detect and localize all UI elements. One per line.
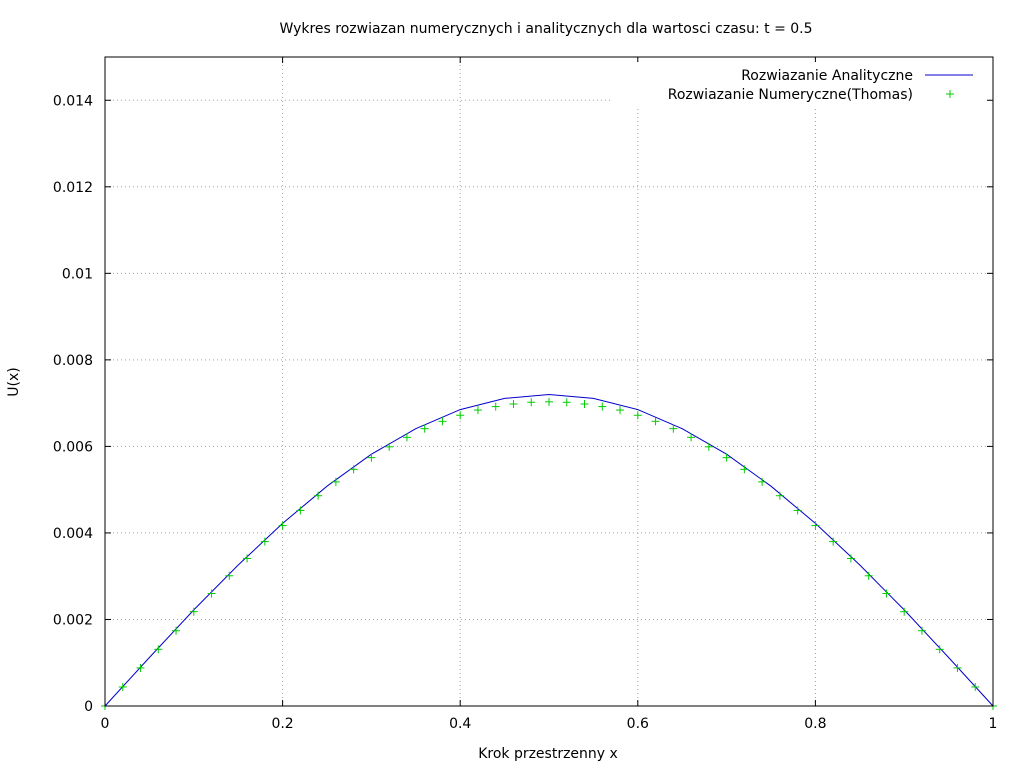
series-layer xyxy=(101,393,997,710)
data-point-numeric xyxy=(917,626,926,635)
grid-layer xyxy=(105,57,993,706)
y-tick-label: 0.008 xyxy=(53,353,93,369)
data-point-numeric xyxy=(456,411,465,420)
data-point-numeric xyxy=(758,477,767,486)
data-point-numeric xyxy=(296,506,305,515)
data-point-numeric xyxy=(118,682,127,691)
data-point-numeric xyxy=(491,402,500,411)
data-point-numeric xyxy=(633,411,642,420)
data-point-numeric xyxy=(527,398,536,407)
data-point-numeric xyxy=(651,417,660,426)
data-point-numeric xyxy=(314,491,323,500)
data-point-numeric xyxy=(189,607,198,616)
data-point-numeric xyxy=(385,442,394,451)
data-point-numeric xyxy=(562,398,571,407)
data-point-numeric xyxy=(243,554,252,563)
x-tick-label: 0.2 xyxy=(271,716,293,732)
data-point-numeric xyxy=(971,682,980,691)
x-axis-label: Krok przestrzenny x xyxy=(478,746,618,762)
data-point-numeric xyxy=(402,433,411,442)
data-point-numeric xyxy=(953,663,962,672)
data-point-numeric xyxy=(616,406,625,415)
y-axis-label: U(x) xyxy=(6,367,22,396)
data-point-numeric xyxy=(136,663,145,672)
data-point-numeric xyxy=(172,626,181,635)
y-tick-label: 0.014 xyxy=(53,93,93,109)
data-point-numeric xyxy=(935,645,944,654)
y-tick-label: 0.012 xyxy=(53,180,93,196)
data-point-numeric xyxy=(669,424,678,433)
data-point-numeric xyxy=(545,397,553,406)
x-tick-label: 0 xyxy=(101,716,110,732)
data-point-numeric xyxy=(260,537,269,546)
series-line-analytic xyxy=(104,393,994,707)
data-point-numeric xyxy=(349,465,358,474)
x-tick-label: 0.4 xyxy=(449,716,471,732)
data-point-numeric xyxy=(811,521,820,530)
data-point-numeric xyxy=(722,453,731,462)
legend-marker-numeric xyxy=(946,90,954,98)
legend: Rozwiazanie Analityczne Rozwiazanie Nume… xyxy=(612,62,987,106)
data-point-numeric xyxy=(367,453,376,462)
data-point-numeric xyxy=(793,506,802,515)
data-point-numeric xyxy=(687,433,696,442)
legend-label-numeric: Rozwiazanie Numeryczne(Thomas) xyxy=(668,87,913,103)
data-point-numeric xyxy=(331,477,340,486)
data-point-numeric xyxy=(900,607,909,616)
data-point-numeric xyxy=(438,417,447,426)
x-tick-label: 0.6 xyxy=(627,716,649,732)
data-point-numeric xyxy=(509,399,518,408)
data-point-numeric xyxy=(846,554,855,563)
chart-title: Wykres rozwiazan numerycznych i analityc… xyxy=(279,21,812,37)
x-tick-label: 0.8 xyxy=(804,716,826,732)
data-point-numeric xyxy=(829,537,838,546)
legend-background xyxy=(612,62,987,106)
legend-label-analytic: Rozwiazanie Analityczne xyxy=(741,68,913,84)
plot-frame xyxy=(104,56,994,707)
data-point-numeric xyxy=(420,424,429,433)
data-point-numeric xyxy=(580,399,589,408)
data-point-numeric xyxy=(775,491,784,500)
data-point-numeric xyxy=(225,571,234,580)
data-point-numeric xyxy=(154,645,163,654)
data-point-numeric xyxy=(740,465,749,474)
y-tick-label: 0.002 xyxy=(53,612,93,628)
y-tick-label: 0.006 xyxy=(53,439,93,455)
x-tick-label: 1 xyxy=(989,716,998,732)
data-point-numeric xyxy=(704,442,713,451)
data-point-numeric xyxy=(473,406,482,415)
data-point-numeric xyxy=(598,402,607,411)
data-point-numeric xyxy=(882,589,891,598)
data-point-numeric xyxy=(207,589,216,598)
ticks-layer: 0 0.2 0.4 0.6 0.8 1 0 0.002 0.004 0.006 0.008 0.01 0… xyxy=(53,57,998,732)
y-tick-label: 0 xyxy=(84,699,93,715)
data-point-numeric xyxy=(278,521,287,530)
y-tick-label: 0.004 xyxy=(53,526,93,542)
data-point-numeric xyxy=(864,571,873,580)
y-tick-label: 0.01 xyxy=(62,266,93,282)
